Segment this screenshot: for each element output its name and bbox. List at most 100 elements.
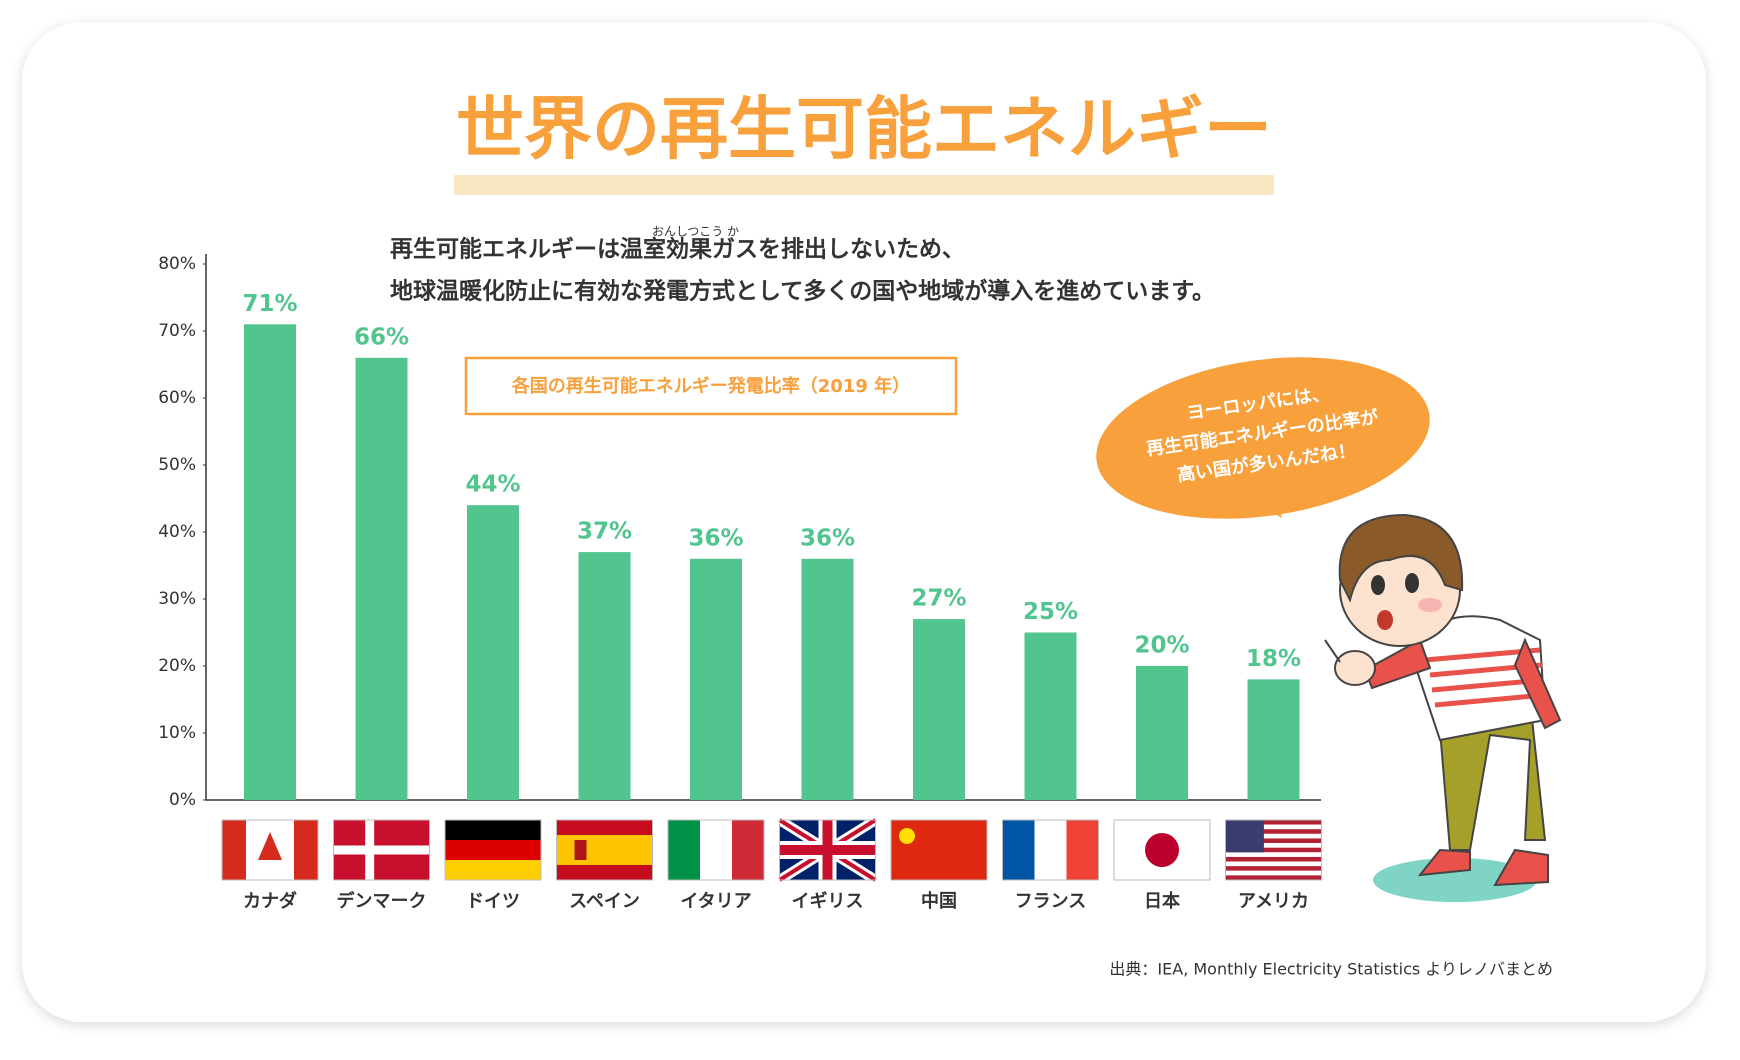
- value-label: 36%: [800, 525, 855, 551]
- y-tick-label: 10%: [158, 723, 196, 743]
- flag-part: [222, 820, 246, 880]
- bar: [1024, 632, 1077, 800]
- bar: [913, 619, 965, 800]
- value-label: 66%: [354, 324, 409, 350]
- boy-illustration: [1324, 513, 1562, 902]
- flag-part: [1225, 829, 1322, 834]
- value-label: 20%: [1134, 633, 1189, 659]
- y-tick-label: 40%: [158, 522, 196, 542]
- x-tick-label: 日本: [1144, 890, 1180, 912]
- value-label: 36%: [688, 525, 743, 551]
- flag-part: [1225, 866, 1322, 871]
- x-tick-label: イギリス: [792, 891, 864, 912]
- y-tick-label: 80%: [158, 254, 196, 274]
- flag-part: [574, 840, 587, 860]
- x-tick-label: ドイツ: [466, 891, 520, 912]
- bar: [1247, 679, 1300, 800]
- description: 地球温暖化防止に有効な発電方式として多くの国や地域が導入を進めています。: [390, 278, 1215, 305]
- value-label: 18%: [1246, 646, 1301, 672]
- speech-bubble: ヨーロッパには、 再生可能エネルギーの比率が 高い国が多いんだね！: [1096, 357, 1430, 519]
- flag: [333, 819, 430, 881]
- flag-border: [1225, 819, 1322, 881]
- flag-part: [294, 820, 318, 880]
- x-tick-label: スペイン: [569, 891, 640, 912]
- flag-part: [1225, 852, 1322, 857]
- subtitle-box: [464, 356, 958, 416]
- title-underline: [454, 175, 1274, 195]
- flag-part: [445, 820, 541, 840]
- value-label: 27%: [911, 586, 966, 612]
- y-tick-label: 0%: [169, 790, 196, 810]
- flag-part: [1066, 820, 1099, 880]
- flag-part: [700, 820, 732, 880]
- source: 出典：IEA, Monthly Electricity Statistics よ…: [1109, 960, 1553, 979]
- y-tick-label: 30%: [158, 589, 196, 609]
- flag-part: [1225, 861, 1322, 867]
- flag-part: [258, 832, 282, 860]
- flag-part: [732, 820, 764, 880]
- flag-border: [1002, 819, 1099, 881]
- flag-border: [556, 819, 653, 881]
- flag-part: [1225, 843, 1322, 848]
- flag-part: [445, 860, 541, 880]
- x-tick-label: デンマーク: [337, 890, 427, 912]
- bar: [690, 558, 742, 800]
- flag-part: [779, 845, 876, 855]
- bar: [1136, 666, 1188, 800]
- value-label: 37%: [577, 519, 632, 545]
- y-tick-label: 20%: [158, 656, 196, 676]
- flag-border: [444, 819, 542, 881]
- flag-part: [899, 828, 915, 844]
- flag: [556, 819, 653, 881]
- flag-border: [890, 819, 988, 881]
- x-tick-label: イタリア: [680, 891, 751, 912]
- flag-part: [333, 845, 430, 855]
- flag-part: [1225, 875, 1322, 880]
- flag: [1113, 819, 1211, 881]
- x-tick-label: アメリカ: [1238, 891, 1309, 912]
- value-label: 25%: [1023, 599, 1078, 625]
- flag: [221, 819, 319, 881]
- flag-part: [1225, 820, 1322, 825]
- description: 再生可能エネルギーは温室効果ガスを排出しないため、: [390, 236, 965, 263]
- bar: [355, 357, 408, 800]
- flag-border: [779, 819, 876, 881]
- flag: [444, 819, 542, 881]
- bar: [578, 552, 631, 800]
- flag: [890, 819, 988, 881]
- y-tick-label: 50%: [158, 455, 196, 475]
- bar: [467, 505, 519, 800]
- flag-part: [668, 820, 700, 880]
- flag-part: [1034, 820, 1067, 880]
- flag-part: [1225, 870, 1322, 876]
- flag: [776, 815, 879, 885]
- chart-title: 世界の再生可能エネルギー: [456, 91, 1272, 170]
- x-tick-label: 中国: [921, 890, 957, 912]
- value-label: 71%: [242, 291, 297, 317]
- flag: [667, 819, 765, 881]
- flag: [1225, 819, 1322, 881]
- subtitle: 各国の再生可能エネルギー発電比率（2019 年）: [511, 375, 910, 397]
- x-tick-label: フランス: [1015, 891, 1087, 912]
- bar: [801, 558, 854, 800]
- flag-part: [556, 835, 653, 865]
- flag: [1002, 819, 1099, 881]
- flag-part: [1225, 820, 1264, 853]
- flag-border: [1113, 819, 1211, 881]
- flag-part: [445, 840, 541, 860]
- flag-part: [1225, 847, 1322, 853]
- flag-part: [1225, 824, 1322, 830]
- x-tick-label: カナダ: [243, 890, 297, 912]
- y-tick-label: 60%: [158, 388, 196, 408]
- value-label: 44%: [465, 472, 520, 498]
- flag-part: [1225, 856, 1322, 862]
- bar: [244, 324, 296, 800]
- flag-part: [1145, 833, 1179, 867]
- y-tick-label: 70%: [158, 321, 196, 341]
- flag-part: [1002, 820, 1035, 880]
- flag-part: [1225, 838, 1322, 844]
- ruby: おんしつこう か: [652, 225, 739, 239]
- flag-part: [1225, 833, 1322, 839]
- flag-border: [221, 819, 319, 881]
